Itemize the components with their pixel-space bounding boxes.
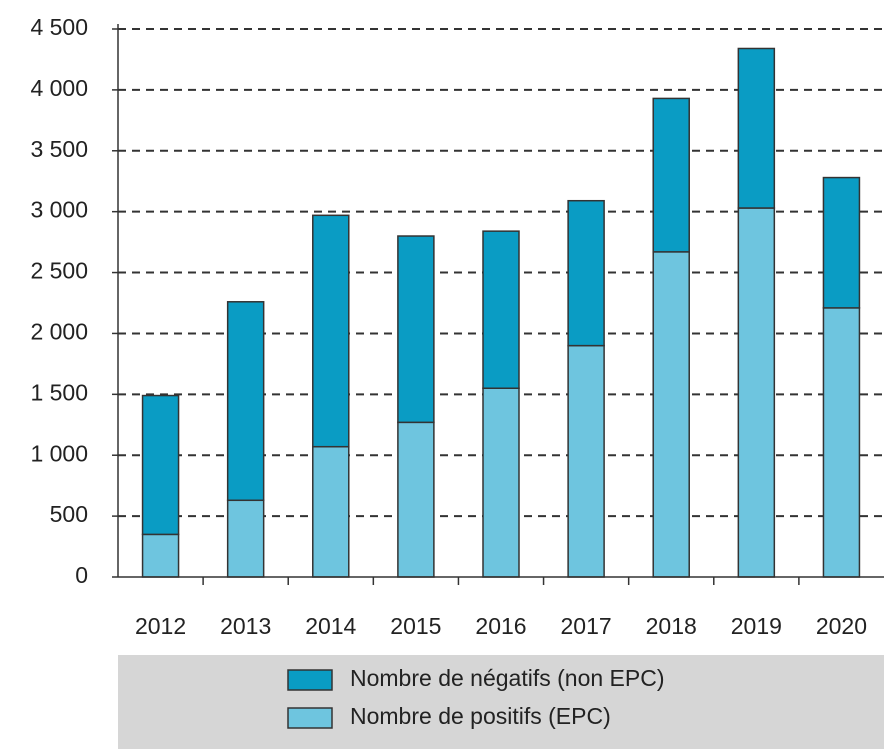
bar-segment — [312, 445, 350, 578]
bar-segment — [141, 533, 180, 578]
bar-segment — [312, 214, 350, 448]
y-tick-label: 2 500 — [30, 258, 88, 284]
bar-segment — [141, 394, 180, 536]
bar-segment — [397, 421, 435, 578]
bar-segment — [737, 207, 776, 578]
y-tick-label: 500 — [50, 501, 88, 527]
bar-segment — [822, 307, 861, 578]
x-tick-label: 2020 — [816, 613, 867, 639]
x-tick-label: 2013 — [220, 613, 271, 639]
bar-segment — [652, 251, 690, 578]
y-tick-label: 3 000 — [30, 197, 88, 223]
bar-segment — [226, 499, 265, 578]
bar-segment — [822, 176, 861, 309]
x-tick-label: 2014 — [305, 613, 356, 639]
bar-segment — [482, 387, 520, 578]
legend-swatch — [287, 707, 333, 729]
bar-segment — [567, 344, 605, 578]
y-tick-label: 4 500 — [30, 14, 88, 40]
x-tick-label: 2012 — [135, 613, 186, 639]
y-tick-label: 4 000 — [30, 75, 88, 101]
bar-segment — [567, 199, 605, 347]
x-tick-label: 2019 — [731, 613, 782, 639]
bar-segment — [737, 47, 776, 209]
y-tick-label: 2 000 — [30, 319, 88, 345]
legend-label: Nombre de positifs (EPC) — [350, 703, 611, 729]
bar-segment — [482, 230, 520, 389]
legend-box — [118, 655, 884, 749]
x-tick-label: 2016 — [475, 613, 526, 639]
y-tick-label: 1 500 — [30, 379, 88, 405]
x-tick-label: 2017 — [561, 613, 612, 639]
legend-swatch — [287, 669, 333, 691]
bar-segment — [397, 235, 435, 424]
x-tick-label: 2015 — [390, 613, 441, 639]
bar-segment — [652, 97, 690, 253]
y-tick-label: 1 000 — [30, 440, 88, 466]
bar-segment — [226, 301, 265, 502]
legend-label: Nombre de négatifs (non EPC) — [350, 665, 665, 691]
y-tick-label: 3 500 — [30, 136, 88, 162]
x-tick-label: 2018 — [646, 613, 697, 639]
y-tick-label: 0 — [75, 562, 88, 588]
